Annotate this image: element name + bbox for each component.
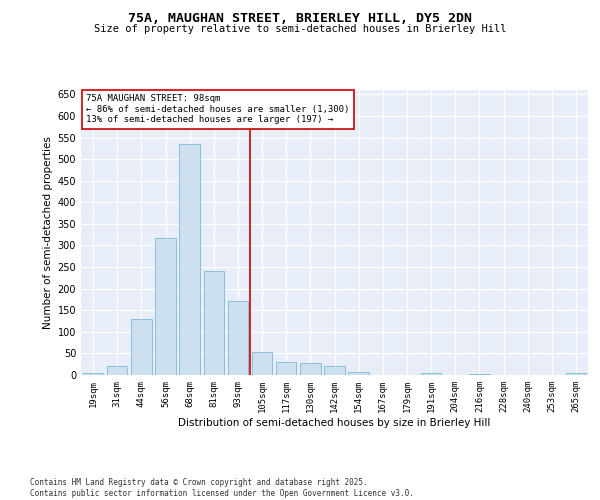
Bar (203, 270, 224, 375)
Bar (566, 373, 586, 375)
Bar (227, 300, 248, 375)
Bar (349, 372, 369, 375)
Bar (276, 362, 296, 375)
Y-axis label: Number of semi-detached properties: Number of semi-detached properties (43, 136, 53, 329)
Bar (107, 366, 127, 375)
Text: 75A MAUGHAN STREET: 98sqm
← 86% of semi-detached houses are smaller (1,300)
13% : 75A MAUGHAN STREET: 98sqm ← 86% of semi-… (86, 94, 349, 124)
Text: 75A, MAUGHAN STREET, BRIERLEY HILL, DY5 2DN: 75A, MAUGHAN STREET, BRIERLEY HILL, DY5 … (128, 12, 472, 26)
Bar (131, 319, 152, 375)
Bar (83, 373, 103, 375)
Text: Contains HM Land Registry data © Crown copyright and database right 2025.
Contai: Contains HM Land Registry data © Crown c… (30, 478, 414, 498)
Bar (324, 366, 345, 375)
Bar (179, 144, 200, 375)
Bar (300, 363, 320, 375)
Text: Size of property relative to semi-detached houses in Brierley Hill: Size of property relative to semi-detach… (94, 24, 506, 34)
Bar (469, 374, 490, 375)
X-axis label: Distribution of semi-detached houses by size in Brierley Hill: Distribution of semi-detached houses by … (178, 418, 491, 428)
Bar (421, 373, 442, 375)
Bar (252, 352, 272, 375)
Bar (155, 238, 176, 375)
